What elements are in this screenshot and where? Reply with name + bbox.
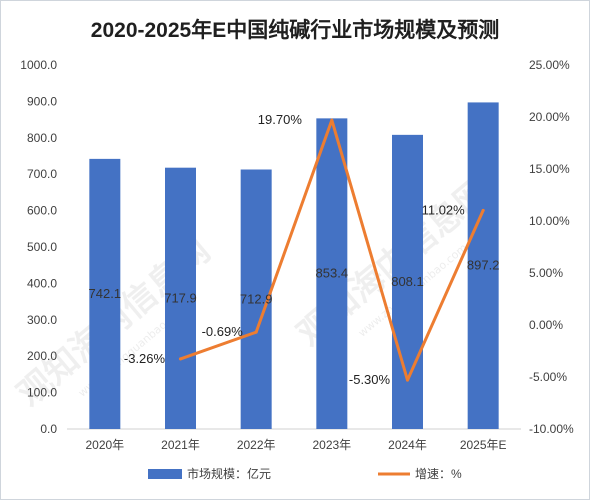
bar bbox=[467, 102, 499, 430]
line-point bbox=[406, 378, 409, 382]
y-left-tick-label: 1000.0 bbox=[20, 58, 57, 72]
axes: 0.0 100.0 200.0 300.0 400.0 500.0 600.0 700.0 80… bbox=[20, 58, 574, 452]
line-point bbox=[330, 118, 334, 122]
x-tick-label: 2025年E bbox=[460, 438, 507, 452]
y-right-tick-label: 0.00% bbox=[529, 318, 563, 332]
y-right-tick-label: 20.00% bbox=[529, 110, 570, 124]
y-left-tick-label: 900.0 bbox=[27, 94, 57, 108]
bar bbox=[165, 167, 196, 430]
y-right-tick-label: -5.00% bbox=[529, 370, 567, 384]
bar-value-label: 712.9 bbox=[240, 291, 273, 306]
y-right-tick-label: 15.00% bbox=[529, 162, 570, 176]
bar-value-label: 717.9 bbox=[164, 290, 197, 305]
growth-value-label: 19.70% bbox=[258, 112, 303, 127]
y-left-tick-label: 100.0 bbox=[27, 386, 57, 400]
y-left-tick-label: 700.0 bbox=[27, 167, 57, 181]
y-right-tick-label: 10.00% bbox=[529, 214, 570, 228]
y-left-tick-label: 200.0 bbox=[27, 349, 57, 363]
y-right-tick-label: -10.00% bbox=[529, 422, 574, 436]
x-tick-label: 2024年 bbox=[388, 438, 427, 452]
bar-value-label: 853.4 bbox=[316, 266, 349, 281]
y-left-tick-label: 800.0 bbox=[27, 131, 57, 145]
growth-value-label: -5.30% bbox=[349, 372, 391, 387]
line-series bbox=[179, 118, 485, 382]
y-left-tick-label: 400.0 bbox=[27, 276, 57, 290]
x-tick-label: 2020年 bbox=[85, 438, 124, 452]
bar-series bbox=[89, 102, 499, 430]
y-left-tick-label: 0.0 bbox=[40, 422, 57, 436]
x-tick-label: 2021年 bbox=[161, 438, 200, 452]
legend-bar-swatch bbox=[148, 469, 182, 479]
line-point bbox=[179, 357, 182, 361]
y-right-tick-label: 5.00% bbox=[529, 266, 563, 280]
line-point bbox=[481, 208, 485, 212]
growth-value-label: 11.02% bbox=[422, 202, 466, 217]
bar bbox=[89, 158, 121, 429]
growth-value-label: -3.26% bbox=[124, 351, 166, 366]
bar-value-label: 742.1 bbox=[89, 286, 122, 301]
x-tick-label: 2022年 bbox=[237, 438, 276, 452]
chart-title: 2020-2025年E中国纯碱行业市场规模及预测 bbox=[91, 18, 499, 42]
y-left-tick-label: 500.0 bbox=[27, 240, 57, 254]
x-tick-label: 2023年 bbox=[312, 438, 351, 452]
legend: 市场规模：亿元 增速：% bbox=[148, 466, 462, 481]
legend-line-label: 增速：% bbox=[415, 467, 462, 481]
line-point bbox=[254, 330, 258, 334]
y-left-tick-label: 300.0 bbox=[27, 313, 57, 327]
y-left-tick-label: 600.0 bbox=[27, 204, 57, 218]
bar-value-label: 897.2 bbox=[467, 258, 500, 273]
data-labels: 742.1 717.9 712.9 853.4 808.1 897.2 -3.26% -0.6… bbox=[89, 112, 500, 387]
growth-value-label: -0.69% bbox=[202, 324, 244, 339]
bar bbox=[316, 118, 348, 429]
y-right-tick-label: 25.00% bbox=[529, 58, 570, 72]
bar-value-label: 808.1 bbox=[391, 274, 424, 289]
legend-bar-label: 市场规模：亿元 bbox=[187, 466, 271, 481]
